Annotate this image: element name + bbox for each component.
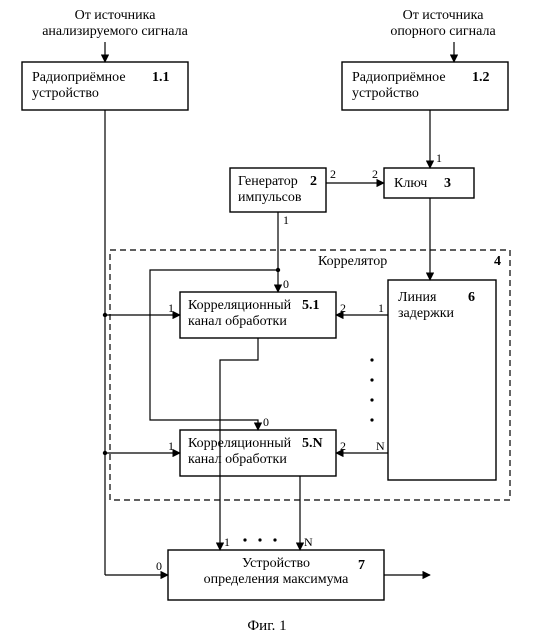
ellipsis-dot [258, 538, 261, 541]
num-corr51: 5.1 [302, 298, 320, 314]
text-corr51: Корреляционный канал обработки [188, 298, 291, 330]
num-correlator: 4 [494, 254, 501, 270]
port-corr51-in2: 2 [340, 302, 346, 316]
port-gen-out2: 2 [330, 168, 336, 182]
port-max-in0: 0 [156, 560, 162, 574]
caption-source-reference: От источника опорного сигнала [368, 8, 518, 40]
text-rx1: Радиоприёмное устройство [32, 70, 126, 102]
ellipsis-dot [243, 538, 246, 541]
port-corr51-in0: 0 [283, 278, 289, 292]
num-rx1: 1.1 [152, 70, 170, 86]
num-rx2: 1.2 [472, 70, 490, 86]
port-gen-out1: 1 [283, 214, 289, 228]
port-corr51-in1: 1 [168, 302, 174, 316]
num-key: 3 [444, 176, 451, 192]
box-correlator-dashed [110, 250, 510, 500]
num-max: 7 [358, 558, 365, 574]
text-corr5N: Корреляционный канал обработки [188, 436, 291, 468]
port-delay-outN: N [376, 440, 385, 454]
port-key-in2: 2 [372, 168, 378, 182]
ellipsis-dot [370, 358, 373, 361]
text-gen: Генератор импульсов [238, 174, 301, 206]
port-corr5N-in1: 1 [168, 440, 174, 454]
ellipsis-dot [370, 398, 373, 401]
text-key: Ключ [394, 176, 427, 192]
num-delay: 6 [468, 290, 475, 306]
port-corr5N-in2: 2 [340, 440, 346, 454]
port-corr5N-in0: 0 [263, 416, 269, 430]
port-delay-out1: 1 [378, 302, 384, 316]
caption-source-analyzed: От источника анализируемого сигнала [30, 8, 200, 40]
ellipsis-dot [370, 378, 373, 381]
num-corr5N: 5.N [302, 436, 323, 452]
ellipsis-dot [273, 538, 276, 541]
port-max-in1: 1 [224, 536, 230, 550]
num-gen: 2 [310, 174, 317, 190]
port-max-inN: N [304, 536, 313, 550]
port-rx2-out1: 1 [436, 152, 442, 166]
text-delay: Линия задержки [398, 290, 454, 322]
text-max: Устройство определения максимума [178, 556, 374, 588]
text-correlator: Коррелятор [318, 254, 387, 270]
arrow-gen-corr5N-top [150, 270, 278, 430]
text-rx2: Радиоприёмное устройство [352, 70, 446, 102]
figure-caption: Фиг. 1 [0, 618, 534, 635]
ellipsis-dot [370, 418, 373, 421]
